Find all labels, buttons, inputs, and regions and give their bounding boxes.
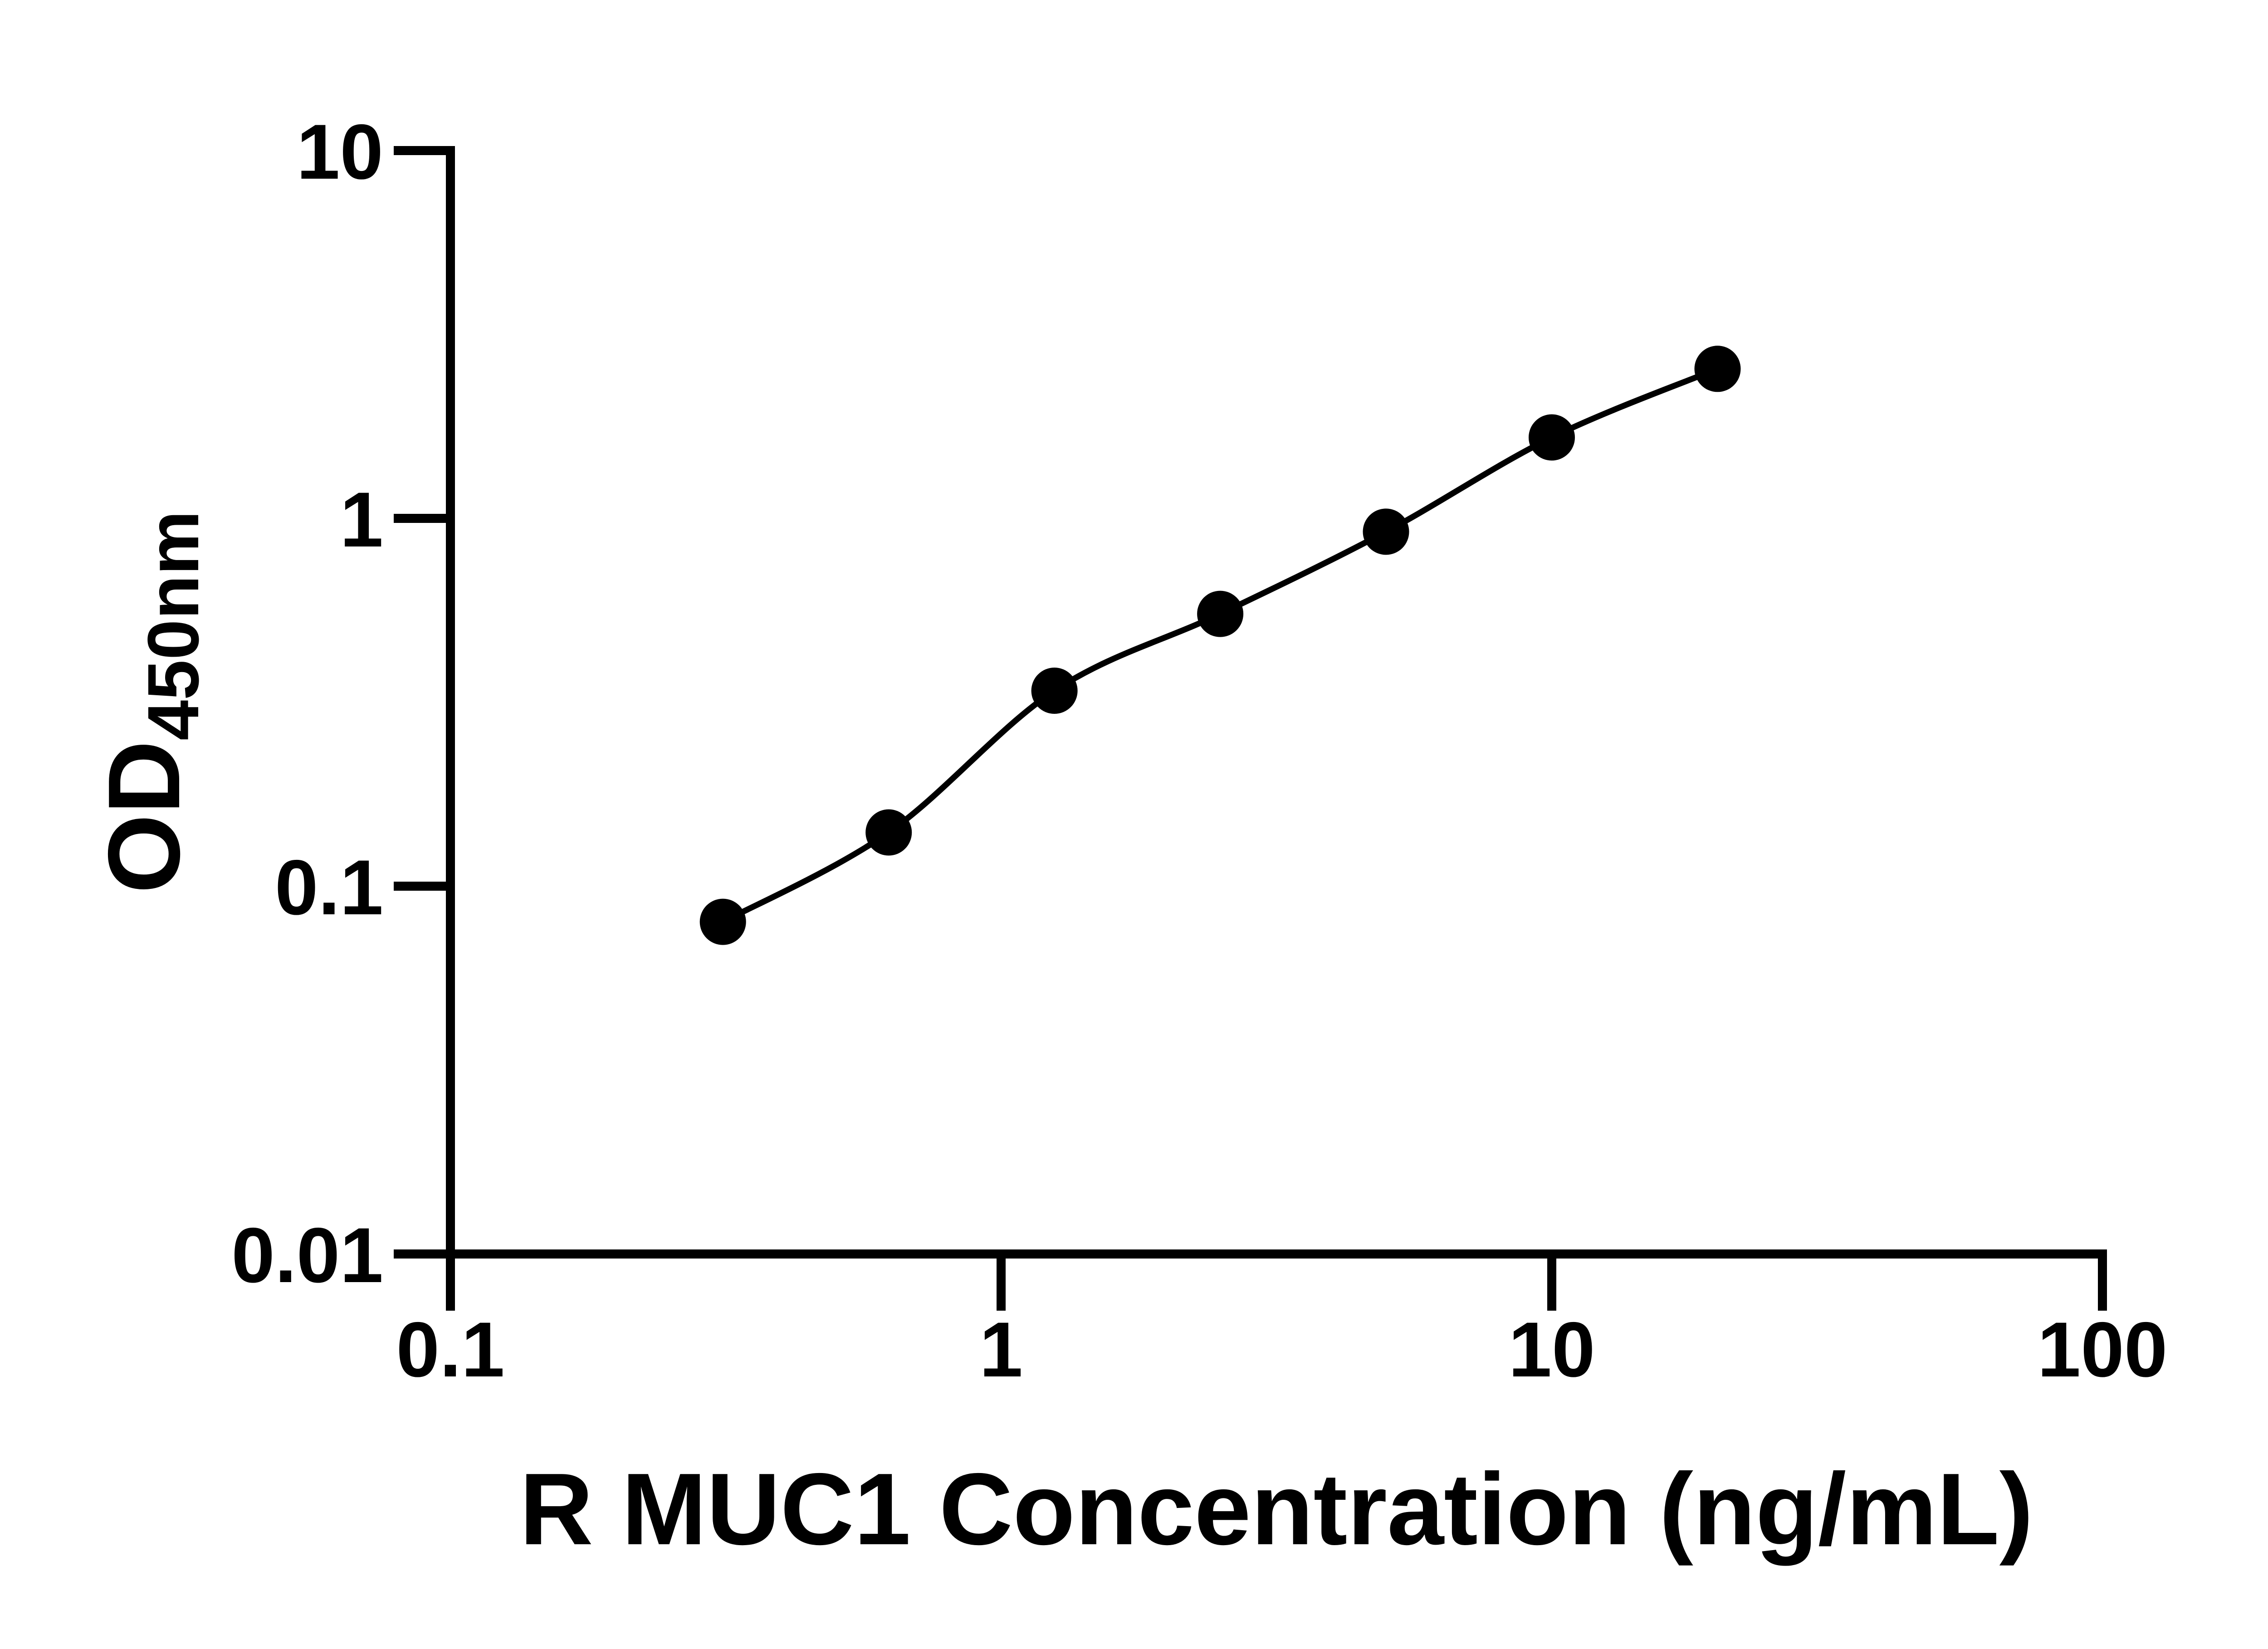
y-axis-title-subscript: 450nm [132, 511, 214, 741]
y-tick-label-10: 10 [297, 108, 383, 195]
data-point-2 [1031, 668, 1078, 714]
data-point-4 [1363, 508, 1409, 555]
x-tick-label-100: 100 [2038, 1306, 2168, 1393]
axes [394, 146, 2107, 1311]
data-point-1 [865, 809, 912, 856]
x-tick-label-1: 1 [979, 1306, 1023, 1393]
data-point-0 [699, 898, 746, 945]
x-axis-title: R MUC1 Concentration (ng/mL) [519, 1452, 2033, 1566]
data-series [699, 346, 1741, 945]
y-axis-title: OD450nm [87, 511, 214, 893]
y-tick-label-0.01: 0.01 [231, 1212, 383, 1299]
x-tick-label-10: 10 [1508, 1306, 1595, 1393]
y-tick-label-1: 1 [340, 476, 383, 563]
data-point-6 [1694, 346, 1741, 392]
data-point-3 [1197, 590, 1244, 637]
y-axis-title-main: OD [87, 741, 201, 894]
x-tick-label-0.1: 0.1 [396, 1306, 504, 1393]
data-point-5 [1529, 414, 1575, 461]
y-tick-label-0.1: 0.1 [275, 844, 383, 931]
